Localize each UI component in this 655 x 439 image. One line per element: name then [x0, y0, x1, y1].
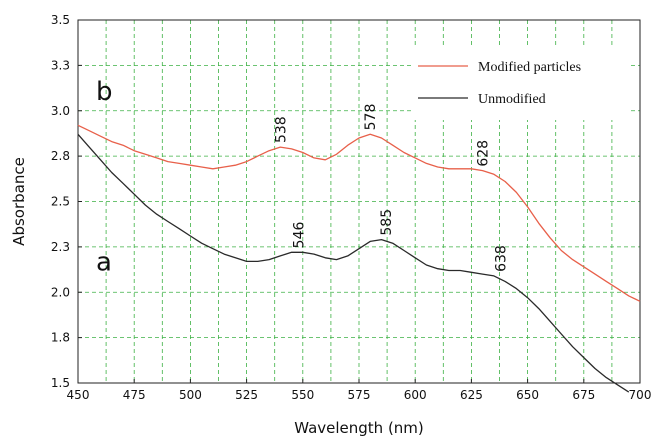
curve-label-b: b	[96, 77, 113, 107]
x-tick-label: 650	[516, 388, 539, 402]
y-tick-label: 2.8	[51, 149, 70, 163]
x-tick-label: 475	[123, 388, 146, 402]
peak-label: 578	[363, 104, 379, 131]
x-axis-label: Wavelength (nm)	[294, 419, 424, 437]
series-line-modified-particles	[77, 124, 641, 302]
series-line-unmodified	[77, 133, 630, 393]
curve-label-a: a	[96, 247, 112, 277]
x-tick-label: 700	[629, 388, 652, 402]
x-tick-label: 600	[404, 388, 427, 402]
x-tick-label: 525	[235, 388, 258, 402]
peak-annotations: 538 578 628 546 585 638	[273, 104, 509, 272]
y-tick-label: 3.5	[51, 13, 70, 27]
legend-box	[412, 48, 630, 120]
y-tick-label: 3.3	[51, 58, 70, 72]
y-axis-label: Absorbance	[10, 157, 28, 246]
peak-label: 538	[273, 116, 289, 143]
y-tick-label: 2.3	[51, 240, 70, 254]
y-tick-label: 1.5	[51, 376, 70, 390]
y-tick-label: 2.0	[51, 285, 70, 299]
axis-ticks: 450 475 500 525 550 575 600 625 650 675 700 1.5 1.8 2…	[51, 13, 652, 402]
x-tick-label: 500	[179, 388, 202, 402]
series-lines	[77, 124, 641, 393]
curve-labels: ba	[96, 77, 113, 278]
y-tick-label: 2.5	[51, 195, 70, 209]
legend-entry: Unmodified	[478, 92, 546, 107]
peak-label: 638	[494, 245, 510, 272]
legend-entry: Modified particles	[478, 60, 581, 75]
gridlines	[78, 20, 640, 383]
peak-label: 546	[291, 222, 307, 249]
peak-label: 628	[476, 140, 492, 167]
x-tick-label: 550	[291, 388, 314, 402]
legend: Modified particles Unmodified	[412, 48, 630, 120]
y-tick-label: 1.8	[51, 331, 70, 345]
x-tick-label: 575	[348, 388, 371, 402]
peak-label: 585	[379, 209, 395, 236]
y-tick-label: 3.0	[51, 104, 70, 118]
x-tick-label: 625	[460, 388, 483, 402]
x-tick-label: 675	[572, 388, 595, 402]
x-tick-label: 450	[67, 388, 90, 402]
